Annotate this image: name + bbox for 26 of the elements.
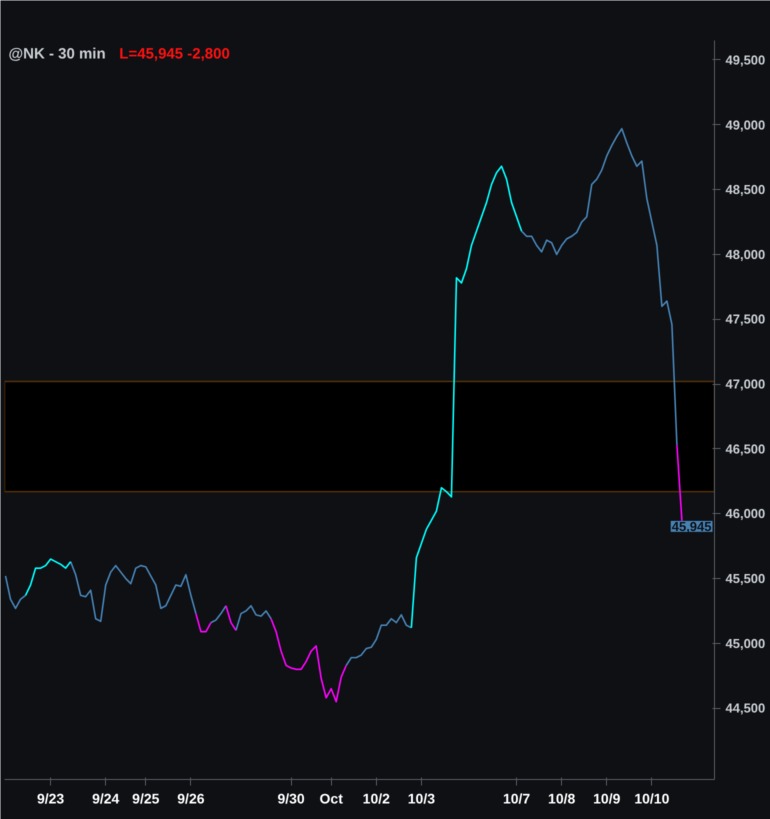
x-tick-label: Oct: [320, 790, 344, 806]
y-tick-label: 46,000: [726, 506, 766, 522]
y-tick-label: 45,000: [726, 636, 766, 651]
y-tick-label: 44,500: [726, 700, 766, 716]
y-tick-label: 46,500: [726, 441, 766, 456]
x-tick-label: 10/9: [593, 790, 621, 806]
y-tick-label: 45,500: [726, 571, 766, 586]
annotation: 45,945: [672, 518, 712, 534]
x-tick-label: 10/2: [362, 790, 390, 806]
x-tick-label: 9/24: [92, 790, 120, 806]
y-tick-label: 49,500: [726, 52, 766, 68]
y-tick-label: 48,500: [726, 182, 766, 198]
x-tick-label: 9/26: [177, 790, 205, 806]
x-tick-label: 9/25: [132, 790, 160, 806]
y-tick-label: 48,000: [726, 246, 766, 262]
x-tick-label: 9/30: [277, 790, 305, 806]
x-tick-label: 9/23: [36, 790, 64, 806]
y-tick-label: 47,000: [726, 376, 766, 392]
y-tick-label: 49,000: [726, 117, 766, 132]
y-tick-label: 47,500: [726, 312, 766, 327]
x-tick-label: 10/8: [548, 790, 576, 806]
x-tick-label: 10/3: [408, 790, 436, 806]
x-tick-label: 10/7: [502, 790, 530, 806]
chart-subtitle: L=45,945 -2,800: [119, 46, 230, 62]
x-tick-label: 10/10: [634, 790, 670, 806]
chart-title: @NK - 30 min: [8, 46, 106, 62]
